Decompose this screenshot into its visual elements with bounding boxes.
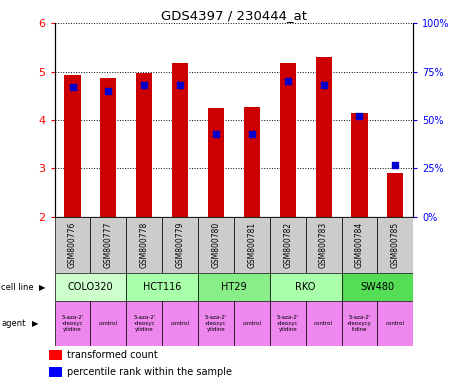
- Bar: [387, 173, 403, 217]
- Text: HT29: HT29: [221, 282, 247, 292]
- Point: [320, 82, 327, 88]
- Bar: [270, 217, 306, 273]
- Bar: [198, 273, 270, 301]
- Bar: [280, 63, 296, 217]
- Bar: [55, 273, 126, 301]
- Bar: [126, 273, 198, 301]
- Text: control: control: [386, 321, 405, 326]
- Bar: [378, 301, 413, 346]
- Bar: [126, 301, 162, 346]
- Bar: [244, 107, 260, 217]
- Text: GSM800784: GSM800784: [355, 222, 364, 268]
- Text: SW480: SW480: [361, 282, 394, 292]
- Text: HCT116: HCT116: [143, 282, 181, 292]
- Point: [356, 113, 363, 119]
- Bar: [198, 301, 234, 346]
- Point: [141, 82, 148, 88]
- Bar: [55, 217, 91, 273]
- Text: control: control: [99, 321, 118, 326]
- Bar: [136, 73, 152, 217]
- Text: 5-aza-2'
-deoxyc
ytidine: 5-aza-2' -deoxyc ytidine: [61, 315, 84, 332]
- Text: 5-aza-2'
-deoxyc
ytidine: 5-aza-2' -deoxyc ytidine: [205, 315, 227, 332]
- Bar: [162, 301, 198, 346]
- Bar: [55, 301, 91, 346]
- Bar: [91, 217, 126, 273]
- Text: percentile rank within the sample: percentile rank within the sample: [67, 367, 232, 377]
- Bar: [234, 217, 270, 273]
- Bar: [49, 350, 62, 360]
- Point: [69, 84, 76, 90]
- Text: GSM800780: GSM800780: [211, 222, 220, 268]
- Text: ▶: ▶: [32, 319, 39, 328]
- Text: GSM800779: GSM800779: [176, 222, 185, 268]
- Text: GSM800781: GSM800781: [247, 222, 257, 268]
- Point: [212, 131, 220, 137]
- Bar: [234, 301, 270, 346]
- Bar: [100, 78, 116, 217]
- Point: [391, 162, 399, 168]
- Point: [284, 78, 292, 84]
- Bar: [162, 217, 198, 273]
- Bar: [172, 63, 188, 217]
- Text: GSM800778: GSM800778: [140, 222, 149, 268]
- Bar: [208, 108, 224, 217]
- Bar: [378, 217, 413, 273]
- Text: COLO320: COLO320: [67, 282, 114, 292]
- Bar: [342, 273, 413, 301]
- Bar: [352, 113, 368, 217]
- Bar: [49, 367, 62, 377]
- Bar: [270, 301, 306, 346]
- Text: transformed count: transformed count: [67, 350, 158, 360]
- Bar: [126, 217, 162, 273]
- Text: GSM800776: GSM800776: [68, 222, 77, 268]
- Text: RKO: RKO: [295, 282, 316, 292]
- Text: agent: agent: [1, 319, 26, 328]
- Bar: [306, 301, 342, 346]
- Text: GSM800783: GSM800783: [319, 222, 328, 268]
- Text: control: control: [171, 321, 190, 326]
- Bar: [306, 217, 342, 273]
- Text: 5-aza-2'
-deoxyc
ytidine: 5-aza-2' -deoxyc ytidine: [276, 315, 299, 332]
- Bar: [342, 301, 378, 346]
- Text: ▶: ▶: [39, 283, 46, 291]
- Bar: [315, 57, 332, 217]
- Title: GDS4397 / 230444_at: GDS4397 / 230444_at: [161, 9, 307, 22]
- Bar: [65, 75, 81, 217]
- Bar: [342, 217, 378, 273]
- Text: GSM800782: GSM800782: [283, 222, 292, 268]
- Text: control: control: [242, 321, 261, 326]
- Text: GSM800777: GSM800777: [104, 222, 113, 268]
- Point: [248, 131, 256, 137]
- Bar: [270, 273, 342, 301]
- Text: control: control: [314, 321, 333, 326]
- Bar: [198, 217, 234, 273]
- Point: [176, 82, 184, 88]
- Text: cell line: cell line: [1, 283, 34, 291]
- Text: 5-aza-2'
-deoxyc
ytidine: 5-aza-2' -deoxyc ytidine: [133, 315, 155, 332]
- Point: [104, 88, 112, 94]
- Bar: [91, 301, 126, 346]
- Text: GSM800785: GSM800785: [391, 222, 400, 268]
- Text: 5-aza-2'
-deoxycy
tidine: 5-aza-2' -deoxycy tidine: [347, 315, 372, 332]
